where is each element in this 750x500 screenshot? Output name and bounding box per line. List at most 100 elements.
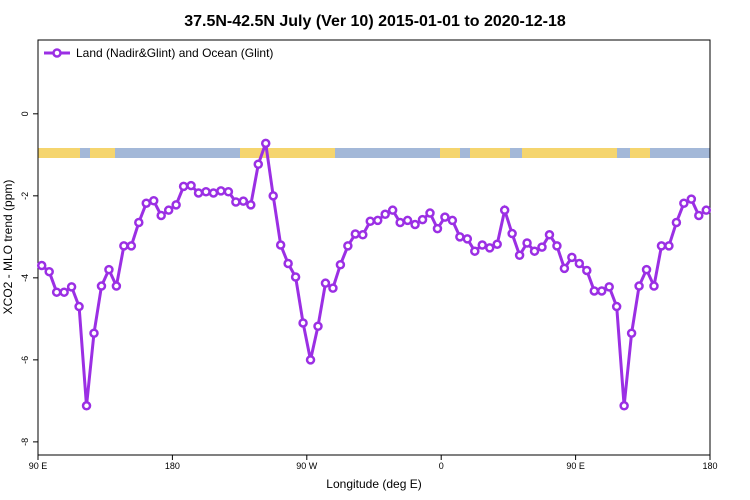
point (134, 217, 144, 228)
point (641, 264, 652, 275)
point (260, 138, 271, 149)
point (596, 286, 607, 296)
point (275, 240, 286, 250)
point (694, 210, 704, 221)
point (514, 250, 525, 261)
x-tick-label: 0 (439, 461, 444, 471)
point (395, 217, 405, 228)
point (193, 188, 204, 198)
point (81, 401, 92, 411)
series-line (40, 142, 708, 406)
point (74, 301, 84, 312)
point (141, 198, 152, 208)
legend-marker (52, 48, 62, 58)
point (559, 263, 570, 274)
point (380, 209, 390, 220)
point (126, 241, 137, 251)
point (283, 258, 293, 269)
chart-title: 37.5N-42.5N July (Ver 10) 2015-01-01 to … (184, 13, 566, 30)
point (649, 281, 659, 291)
point (171, 200, 181, 210)
point (290, 272, 301, 282)
point (656, 241, 667, 251)
point (201, 186, 211, 197)
point (410, 219, 420, 230)
point (611, 301, 622, 312)
point (178, 181, 189, 192)
point (372, 215, 383, 226)
point (537, 242, 547, 252)
point (484, 243, 495, 253)
point (328, 283, 338, 293)
point (432, 223, 443, 234)
point (544, 230, 555, 240)
point (298, 318, 308, 328)
point (387, 205, 398, 215)
x-tick-label: 90 E (566, 461, 585, 471)
plot-frame (37, 39, 711, 456)
point (305, 355, 316, 365)
point (686, 194, 697, 204)
point (402, 215, 413, 226)
point (552, 241, 562, 251)
point (567, 252, 577, 263)
point (664, 241, 674, 251)
point (589, 286, 600, 296)
point (470, 246, 480, 256)
point (574, 258, 585, 269)
x-axis-label: Longitude (deg E) (326, 477, 421, 491)
point (626, 328, 637, 338)
point (634, 281, 644, 291)
point (507, 228, 517, 239)
point (582, 265, 592, 276)
point (36, 260, 47, 271)
point (529, 246, 540, 256)
y-axis-label: XCO2 - MLO trend (ppm) (1, 180, 15, 315)
land-ocean-strip (38, 148, 710, 158)
point (522, 238, 532, 248)
point (671, 217, 682, 228)
point (66, 282, 77, 292)
x-tick-label: 90 E (29, 461, 48, 471)
point (156, 210, 166, 221)
point (96, 281, 107, 291)
point (231, 197, 241, 207)
point (440, 212, 450, 222)
y-tick-label: -2 (20, 192, 30, 200)
point (51, 287, 62, 297)
point (365, 216, 376, 227)
point (477, 240, 488, 250)
x-tick-label: 90 W (296, 461, 318, 471)
point (253, 159, 264, 170)
point (111, 281, 122, 291)
point (238, 196, 249, 206)
legend-label: Land (Nadir&Glint) and Ocean (Glint) (76, 46, 273, 60)
y-tick-label: -8 (20, 438, 30, 446)
y-tick-label: -6 (20, 356, 30, 364)
point (208, 188, 219, 198)
point (492, 239, 502, 249)
point (320, 278, 331, 288)
point (89, 328, 99, 338)
point (216, 186, 226, 196)
point (447, 215, 458, 226)
point (701, 205, 712, 215)
point (358, 230, 368, 240)
point (425, 208, 435, 218)
point (148, 196, 159, 206)
point (417, 214, 428, 225)
point (119, 241, 129, 251)
point (619, 401, 629, 411)
point (455, 232, 465, 242)
point (44, 266, 54, 277)
point (186, 180, 196, 191)
point (499, 205, 510, 215)
point (104, 264, 114, 275)
point (246, 200, 256, 210)
point (350, 229, 361, 239)
point (163, 205, 174, 215)
point (604, 282, 614, 292)
point (313, 321, 323, 331)
point (268, 191, 278, 201)
